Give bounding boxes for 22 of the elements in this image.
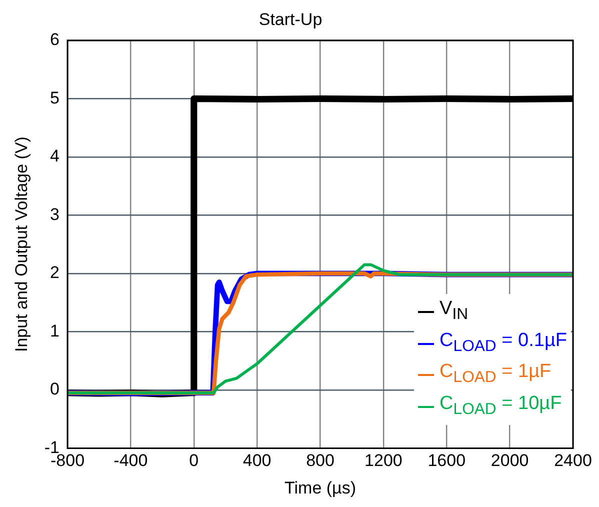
x-axis-title: Time (µs) <box>284 478 356 498</box>
legend-label: V$_{IN}$ <box>440 296 468 325</box>
x-tick-label: 0 <box>189 451 199 470</box>
legend-label: C$_{LOAD}$ = 0.1µF <box>440 328 567 356</box>
x-tick-label: 1600 <box>428 451 466 470</box>
y-tick-label: 4 <box>50 146 60 166</box>
x-tick-label: 800 <box>306 451 334 470</box>
y-tick-label: 3 <box>50 204 60 224</box>
x-tick-label: 400 <box>242 451 272 470</box>
legend-label: C$_{LOAD}$ = 10µF <box>440 392 562 420</box>
x-tick-label: 2400 <box>554 451 592 470</box>
chart-title: Start-Up <box>258 10 322 29</box>
y-tick-label: 1 <box>50 321 60 340</box>
y-axis-title: Input and Output Voltage (V) <box>12 136 31 352</box>
y-tick-label: 6 <box>50 30 60 50</box>
y-tick-label: 5 <box>50 88 60 108</box>
legend-label: C$_{LOAD}$ = 1µF <box>440 360 552 388</box>
y-tick-label: 2 <box>50 263 60 282</box>
x-tick-label: 1200 <box>364 451 402 470</box>
y-tick-label: 0 <box>50 380 60 399</box>
x-tick-label: -400 <box>114 451 148 470</box>
x-tick-label: 2000 <box>490 451 529 470</box>
